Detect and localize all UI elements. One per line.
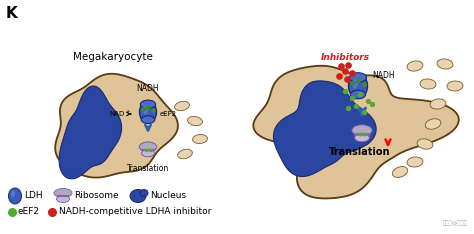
Ellipse shape [9, 188, 21, 204]
Ellipse shape [355, 134, 369, 142]
Text: K: K [6, 6, 18, 21]
Ellipse shape [11, 190, 15, 197]
Text: NADH: NADH [137, 84, 159, 93]
Text: Inhibitors: Inhibitors [320, 53, 370, 62]
Ellipse shape [130, 190, 146, 202]
Text: Megakaryocyte: Megakaryocyte [73, 52, 153, 62]
Text: Ribosome: Ribosome [74, 191, 118, 201]
Ellipse shape [139, 142, 157, 152]
Ellipse shape [348, 74, 367, 98]
Text: LDH: LDH [24, 191, 43, 201]
Ellipse shape [417, 139, 433, 149]
Ellipse shape [56, 195, 70, 202]
Ellipse shape [349, 73, 366, 82]
Ellipse shape [140, 190, 148, 197]
Polygon shape [253, 66, 459, 198]
Polygon shape [273, 81, 376, 176]
Text: +: + [125, 109, 129, 114]
Ellipse shape [420, 79, 436, 89]
Ellipse shape [447, 81, 463, 91]
Polygon shape [59, 86, 121, 179]
Ellipse shape [54, 189, 72, 197]
Ellipse shape [437, 59, 453, 69]
Text: 搜狐号@基因圈: 搜狐号@基因圈 [443, 220, 468, 226]
Ellipse shape [141, 116, 155, 124]
Ellipse shape [352, 125, 372, 136]
Ellipse shape [407, 61, 423, 71]
Text: eEF2: eEF2 [18, 208, 40, 216]
Text: eEF2: eEF2 [160, 111, 177, 117]
Ellipse shape [174, 101, 190, 111]
Ellipse shape [139, 101, 156, 123]
Ellipse shape [178, 149, 192, 159]
Ellipse shape [430, 99, 446, 109]
Text: Nucleus: Nucleus [150, 191, 186, 201]
Ellipse shape [143, 106, 148, 115]
Ellipse shape [392, 167, 408, 177]
Ellipse shape [352, 79, 358, 89]
Ellipse shape [425, 119, 441, 129]
Text: Translation: Translation [127, 164, 169, 173]
Text: Translation: Translation [329, 147, 391, 157]
Text: NAD: NAD [110, 111, 125, 117]
Text: NADH-competitive LDHA inhibitor: NADH-competitive LDHA inhibitor [59, 208, 211, 216]
Text: NADH: NADH [372, 72, 395, 80]
Ellipse shape [350, 90, 365, 99]
Ellipse shape [407, 157, 423, 167]
Ellipse shape [188, 116, 202, 126]
Polygon shape [55, 74, 178, 178]
Ellipse shape [140, 100, 155, 109]
Ellipse shape [192, 135, 208, 143]
Ellipse shape [142, 150, 155, 157]
